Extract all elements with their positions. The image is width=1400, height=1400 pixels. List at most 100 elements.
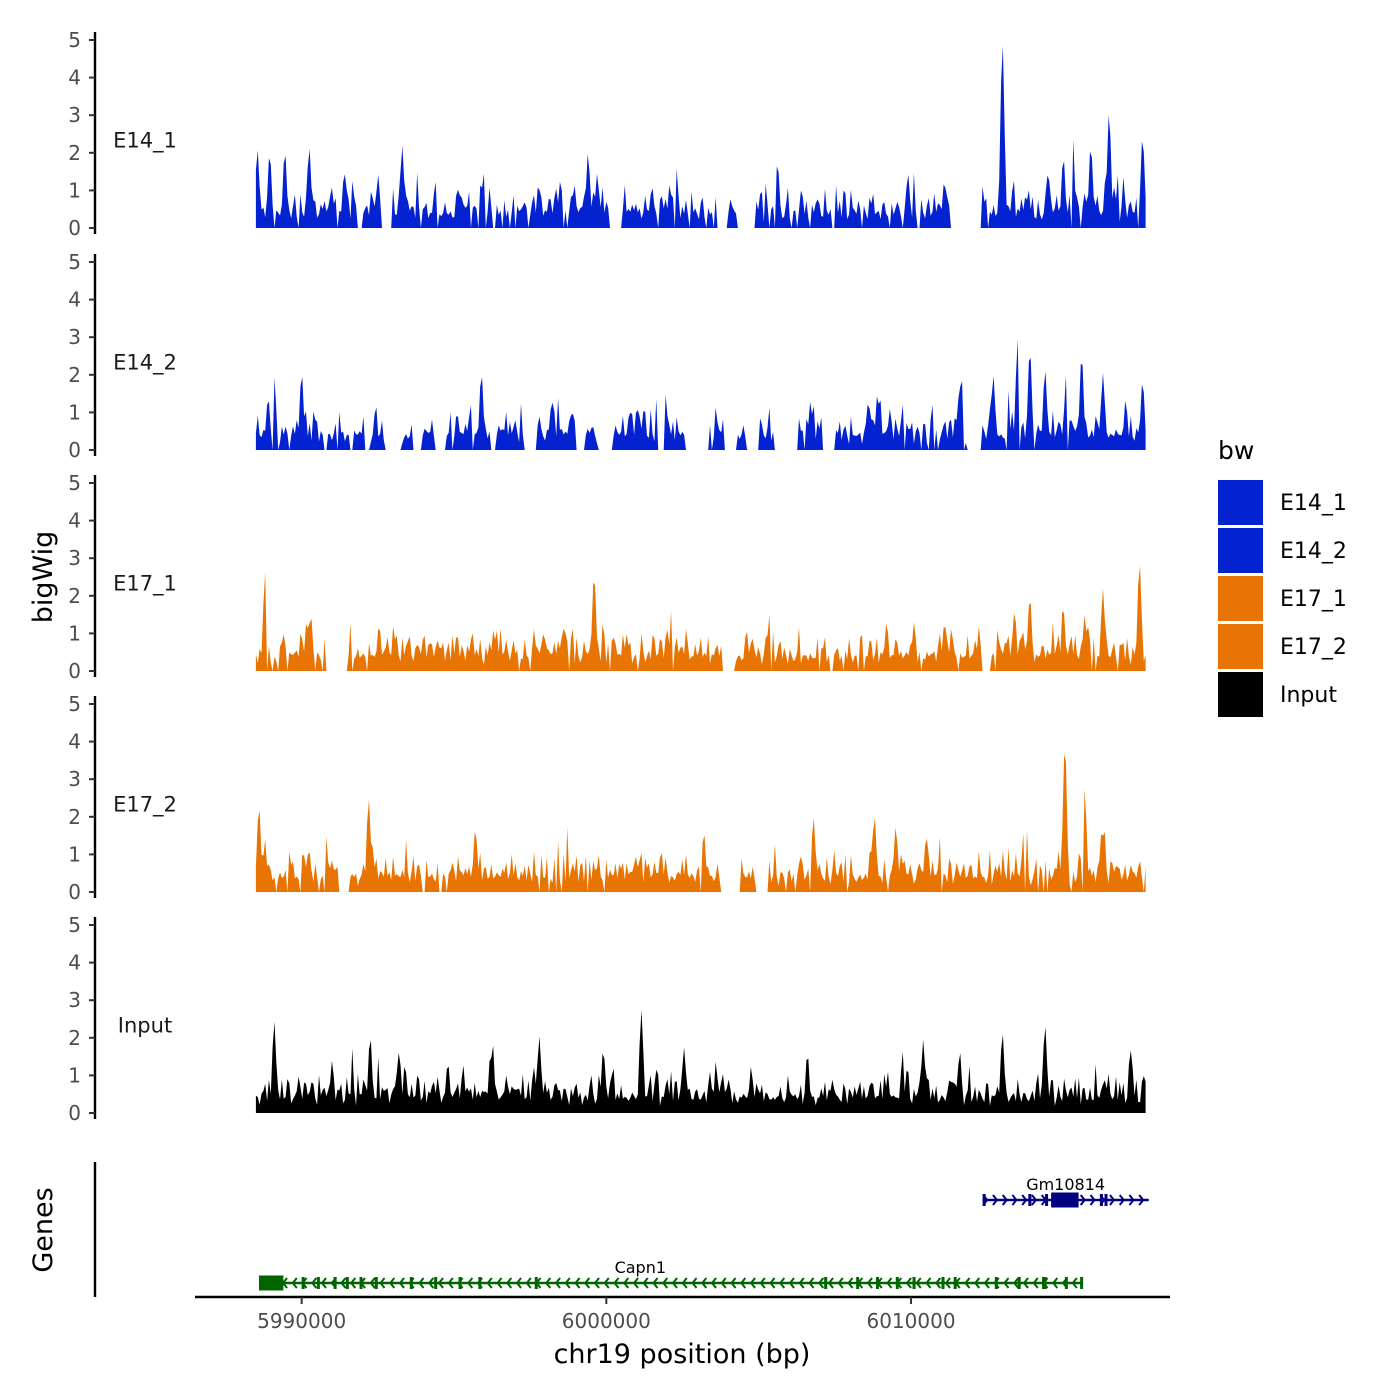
strand-arrow bbox=[769, 1277, 776, 1289]
gene-exon bbox=[895, 1277, 899, 1289]
y-tick-label: 1 bbox=[68, 400, 81, 424]
strand-arrow bbox=[418, 1277, 425, 1289]
gene-exon bbox=[875, 1277, 879, 1289]
track-label: E17_2 bbox=[113, 793, 177, 818]
signal-area-input bbox=[255, 1009, 1146, 1113]
y-tick-label: 3 bbox=[68, 325, 81, 349]
gene-exon bbox=[258, 1275, 284, 1291]
strand-arrow bbox=[398, 1277, 405, 1289]
gene-label: Gm10814 bbox=[1026, 1175, 1105, 1194]
y-tick-label: 5 bbox=[68, 28, 81, 52]
legend-label: E17_2 bbox=[1280, 635, 1347, 660]
legend-label: E14_2 bbox=[1280, 539, 1347, 564]
y-tick-label: 1 bbox=[68, 842, 81, 866]
gene-exon bbox=[1104, 1194, 1108, 1206]
strand-arrow bbox=[779, 1277, 786, 1289]
strand-arrow bbox=[1013, 1277, 1020, 1289]
strand-arrow bbox=[320, 1277, 327, 1289]
legend-label: Input bbox=[1280, 683, 1337, 708]
y-tick-label: 4 bbox=[68, 288, 81, 312]
y-tick-label: 1 bbox=[68, 178, 81, 202]
gene-exon bbox=[912, 1277, 916, 1289]
strand-arrow bbox=[515, 1277, 522, 1289]
strand-arrow bbox=[603, 1277, 610, 1289]
strand-arrow bbox=[1052, 1277, 1059, 1289]
strand-arrow bbox=[593, 1277, 600, 1289]
strand-arrow bbox=[1011, 1194, 1018, 1206]
gene-exon bbox=[409, 1277, 413, 1289]
y-tick-label: 3 bbox=[68, 767, 81, 791]
strand-arrow bbox=[379, 1277, 386, 1289]
strand-arrow bbox=[710, 1277, 717, 1289]
gene-exon bbox=[994, 1277, 998, 1289]
x-axis-title: chr19 position (bp) bbox=[554, 1339, 811, 1370]
y-tick-label: 5 bbox=[68, 913, 81, 937]
strand-arrow bbox=[652, 1277, 659, 1289]
gene-label: Capn1 bbox=[615, 1258, 666, 1277]
gene-exon bbox=[359, 1277, 363, 1289]
strand-arrow bbox=[389, 1277, 396, 1289]
strand-arrow bbox=[905, 1277, 912, 1289]
gene-exon bbox=[478, 1277, 482, 1289]
strand-arrow bbox=[671, 1277, 678, 1289]
signal-tracks: 0 1 2 3 4 5 E14_1 0 1 2 3 4 5 E14_2 0 1 2 3 4 5 E17_1 0 1 2 3 4 5 E… bbox=[68, 28, 1146, 1125]
track-e17-1: 0 1 2 3 4 5 E17_1 bbox=[68, 471, 1146, 683]
gene-exon bbox=[534, 1277, 538, 1289]
gene-exon bbox=[434, 1277, 438, 1289]
strand-arrow bbox=[886, 1277, 893, 1289]
strand-arrow bbox=[837, 1277, 844, 1289]
gene-gm10814: Gm10814 bbox=[982, 1175, 1149, 1208]
strand-arrow bbox=[584, 1277, 591, 1289]
strand-arrow bbox=[623, 1277, 630, 1289]
strand-arrow bbox=[1001, 1194, 1008, 1206]
strand-arrow bbox=[564, 1277, 571, 1289]
x-tick-label: 6000000 bbox=[562, 1309, 651, 1333]
x-axis: chr19 position (bp) 5990000 6000000 601000… bbox=[195, 1295, 1170, 1370]
y-tick-label: 4 bbox=[68, 951, 81, 975]
strand-arrow bbox=[1089, 1194, 1096, 1206]
y-tick-label: 0 bbox=[68, 659, 81, 683]
gene-exon bbox=[824, 1277, 828, 1289]
y-tick-label: 5 bbox=[68, 692, 81, 716]
y-tick-label: 2 bbox=[68, 363, 81, 387]
gene-exon bbox=[333, 1277, 337, 1289]
strand-arrow bbox=[681, 1277, 688, 1289]
track-label: E14_2 bbox=[113, 351, 177, 376]
strand-arrow bbox=[428, 1277, 435, 1289]
track-label: Input bbox=[118, 1014, 172, 1038]
strand-arrow bbox=[798, 1277, 805, 1289]
track-e14-2: 0 1 2 3 4 5 E14_2 bbox=[68, 250, 1146, 462]
gene-exon bbox=[1051, 1192, 1079, 1208]
gene-exon bbox=[982, 1194, 986, 1206]
strand-arrow bbox=[613, 1277, 620, 1289]
strand-arrow bbox=[467, 1277, 474, 1289]
gene-exon bbox=[458, 1277, 462, 1289]
strand-arrow bbox=[486, 1277, 493, 1289]
strand-arrow bbox=[437, 1277, 444, 1289]
y-tick-label: 5 bbox=[68, 471, 81, 495]
strand-arrow bbox=[730, 1277, 737, 1289]
signal-area-e14-2 bbox=[255, 339, 1146, 450]
signal-area-e17-2 bbox=[255, 754, 1146, 892]
strand-arrow bbox=[1031, 1194, 1038, 1206]
gene-track: Genes Gm10814 Capn1 bbox=[28, 1162, 1149, 1297]
strand-arrow bbox=[1118, 1194, 1125, 1206]
legend-key-e17-2 bbox=[1218, 624, 1263, 669]
strand-arrow bbox=[1022, 1277, 1029, 1289]
strand-arrow bbox=[866, 1277, 873, 1289]
legend-title: bw bbox=[1218, 436, 1254, 465]
track-input: 0 1 2 3 4 5 Input bbox=[68, 913, 1146, 1125]
signal-area-e14-1 bbox=[255, 45, 1146, 229]
gene-exon bbox=[345, 1277, 349, 1289]
y-tick-label: 0 bbox=[68, 1101, 81, 1125]
signal-area-e17-1 bbox=[255, 566, 1146, 671]
y-tick-label: 2 bbox=[68, 141, 81, 165]
genes-axis-title: Genes bbox=[28, 1187, 59, 1272]
track-e17-2: 0 1 2 3 4 5 E17_2 bbox=[68, 692, 1146, 904]
gene-exon bbox=[1064, 1277, 1068, 1289]
y-tick-label: 0 bbox=[68, 880, 81, 904]
strand-arrow bbox=[964, 1277, 971, 1289]
strand-arrow bbox=[554, 1277, 561, 1289]
y-tick-label: 1 bbox=[68, 621, 81, 645]
